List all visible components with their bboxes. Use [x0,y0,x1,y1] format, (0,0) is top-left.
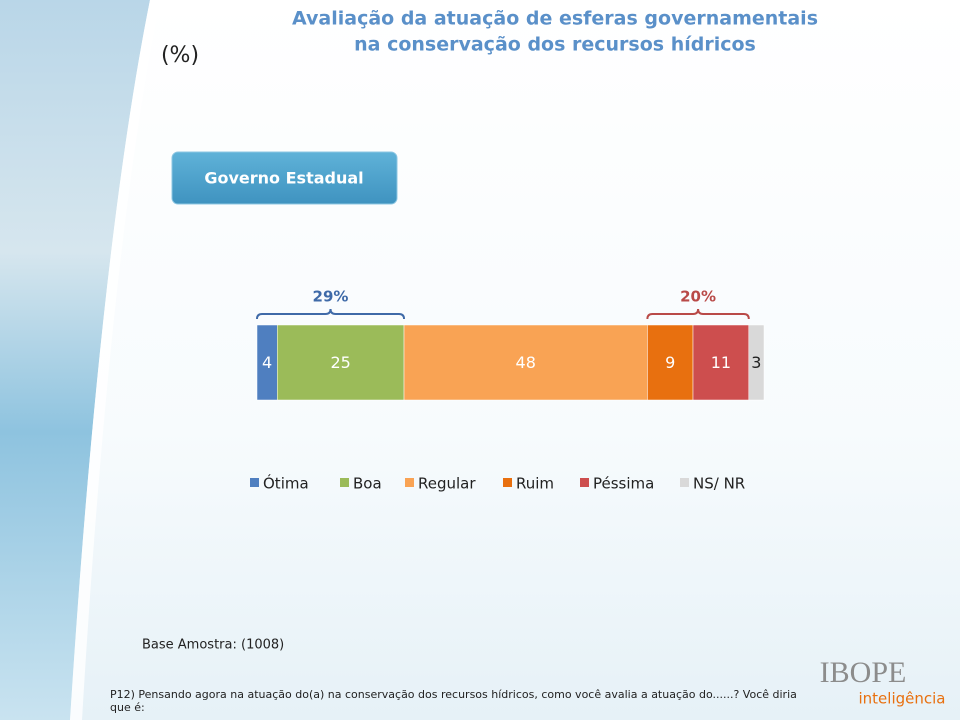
data-label: 25 [330,353,350,372]
unit-label: (%) [161,43,199,68]
bar-segment [692,324,750,401]
decorative-strip [0,0,150,720]
legend-label: Ótima [263,474,309,493]
bracket-label: 20% [680,288,716,306]
section-button[interactable] [171,151,398,205]
bracket [256,308,406,320]
chart-title: na conservação dos recursos hídricos [354,34,756,56]
bar-segment [277,324,405,401]
legend-label: Péssima [593,475,654,493]
bar-segment [647,324,694,401]
strip-edge [70,0,160,720]
legend-swatch [580,478,589,487]
legend-label: Boa [353,475,382,493]
legend-swatch [405,478,414,487]
bar-segment [403,324,648,401]
bracket-label: 29% [313,288,349,306]
legend-swatch [250,478,259,487]
chart-title: Avaliação da atuação de esferas governam… [292,8,818,30]
logo-name: IBOPE [820,656,907,689]
logo-tagline: inteligência [859,690,946,708]
bar-segment [748,324,765,401]
legend-label: Ruim [516,475,554,493]
legend-swatch [503,478,512,487]
legend-swatch [340,478,349,487]
chart: 4 25 48 9 11 3 29% 20% Ótima Boa Regular Ruim Péssim… [250,288,765,493]
question-note: P12) Pensando agora na atuação do(a) na … [110,688,797,714]
data-label: 9 [665,353,675,372]
base-note: Base Amostra: (1008) [142,638,284,653]
legend-swatch [680,478,689,487]
data-label: 48 [516,353,536,372]
data-label: 3 [751,353,761,372]
legend-label: Regular [418,475,476,493]
section-button-label[interactable]: Governo Estadual [204,169,363,188]
legend-label: NS/ NR [693,475,745,493]
question-box: P12) Pensando agora na atuação do(a) na … [110,688,797,714]
data-label: 11 [711,353,731,372]
bracket [646,308,750,320]
data-label: 4 [262,353,272,372]
